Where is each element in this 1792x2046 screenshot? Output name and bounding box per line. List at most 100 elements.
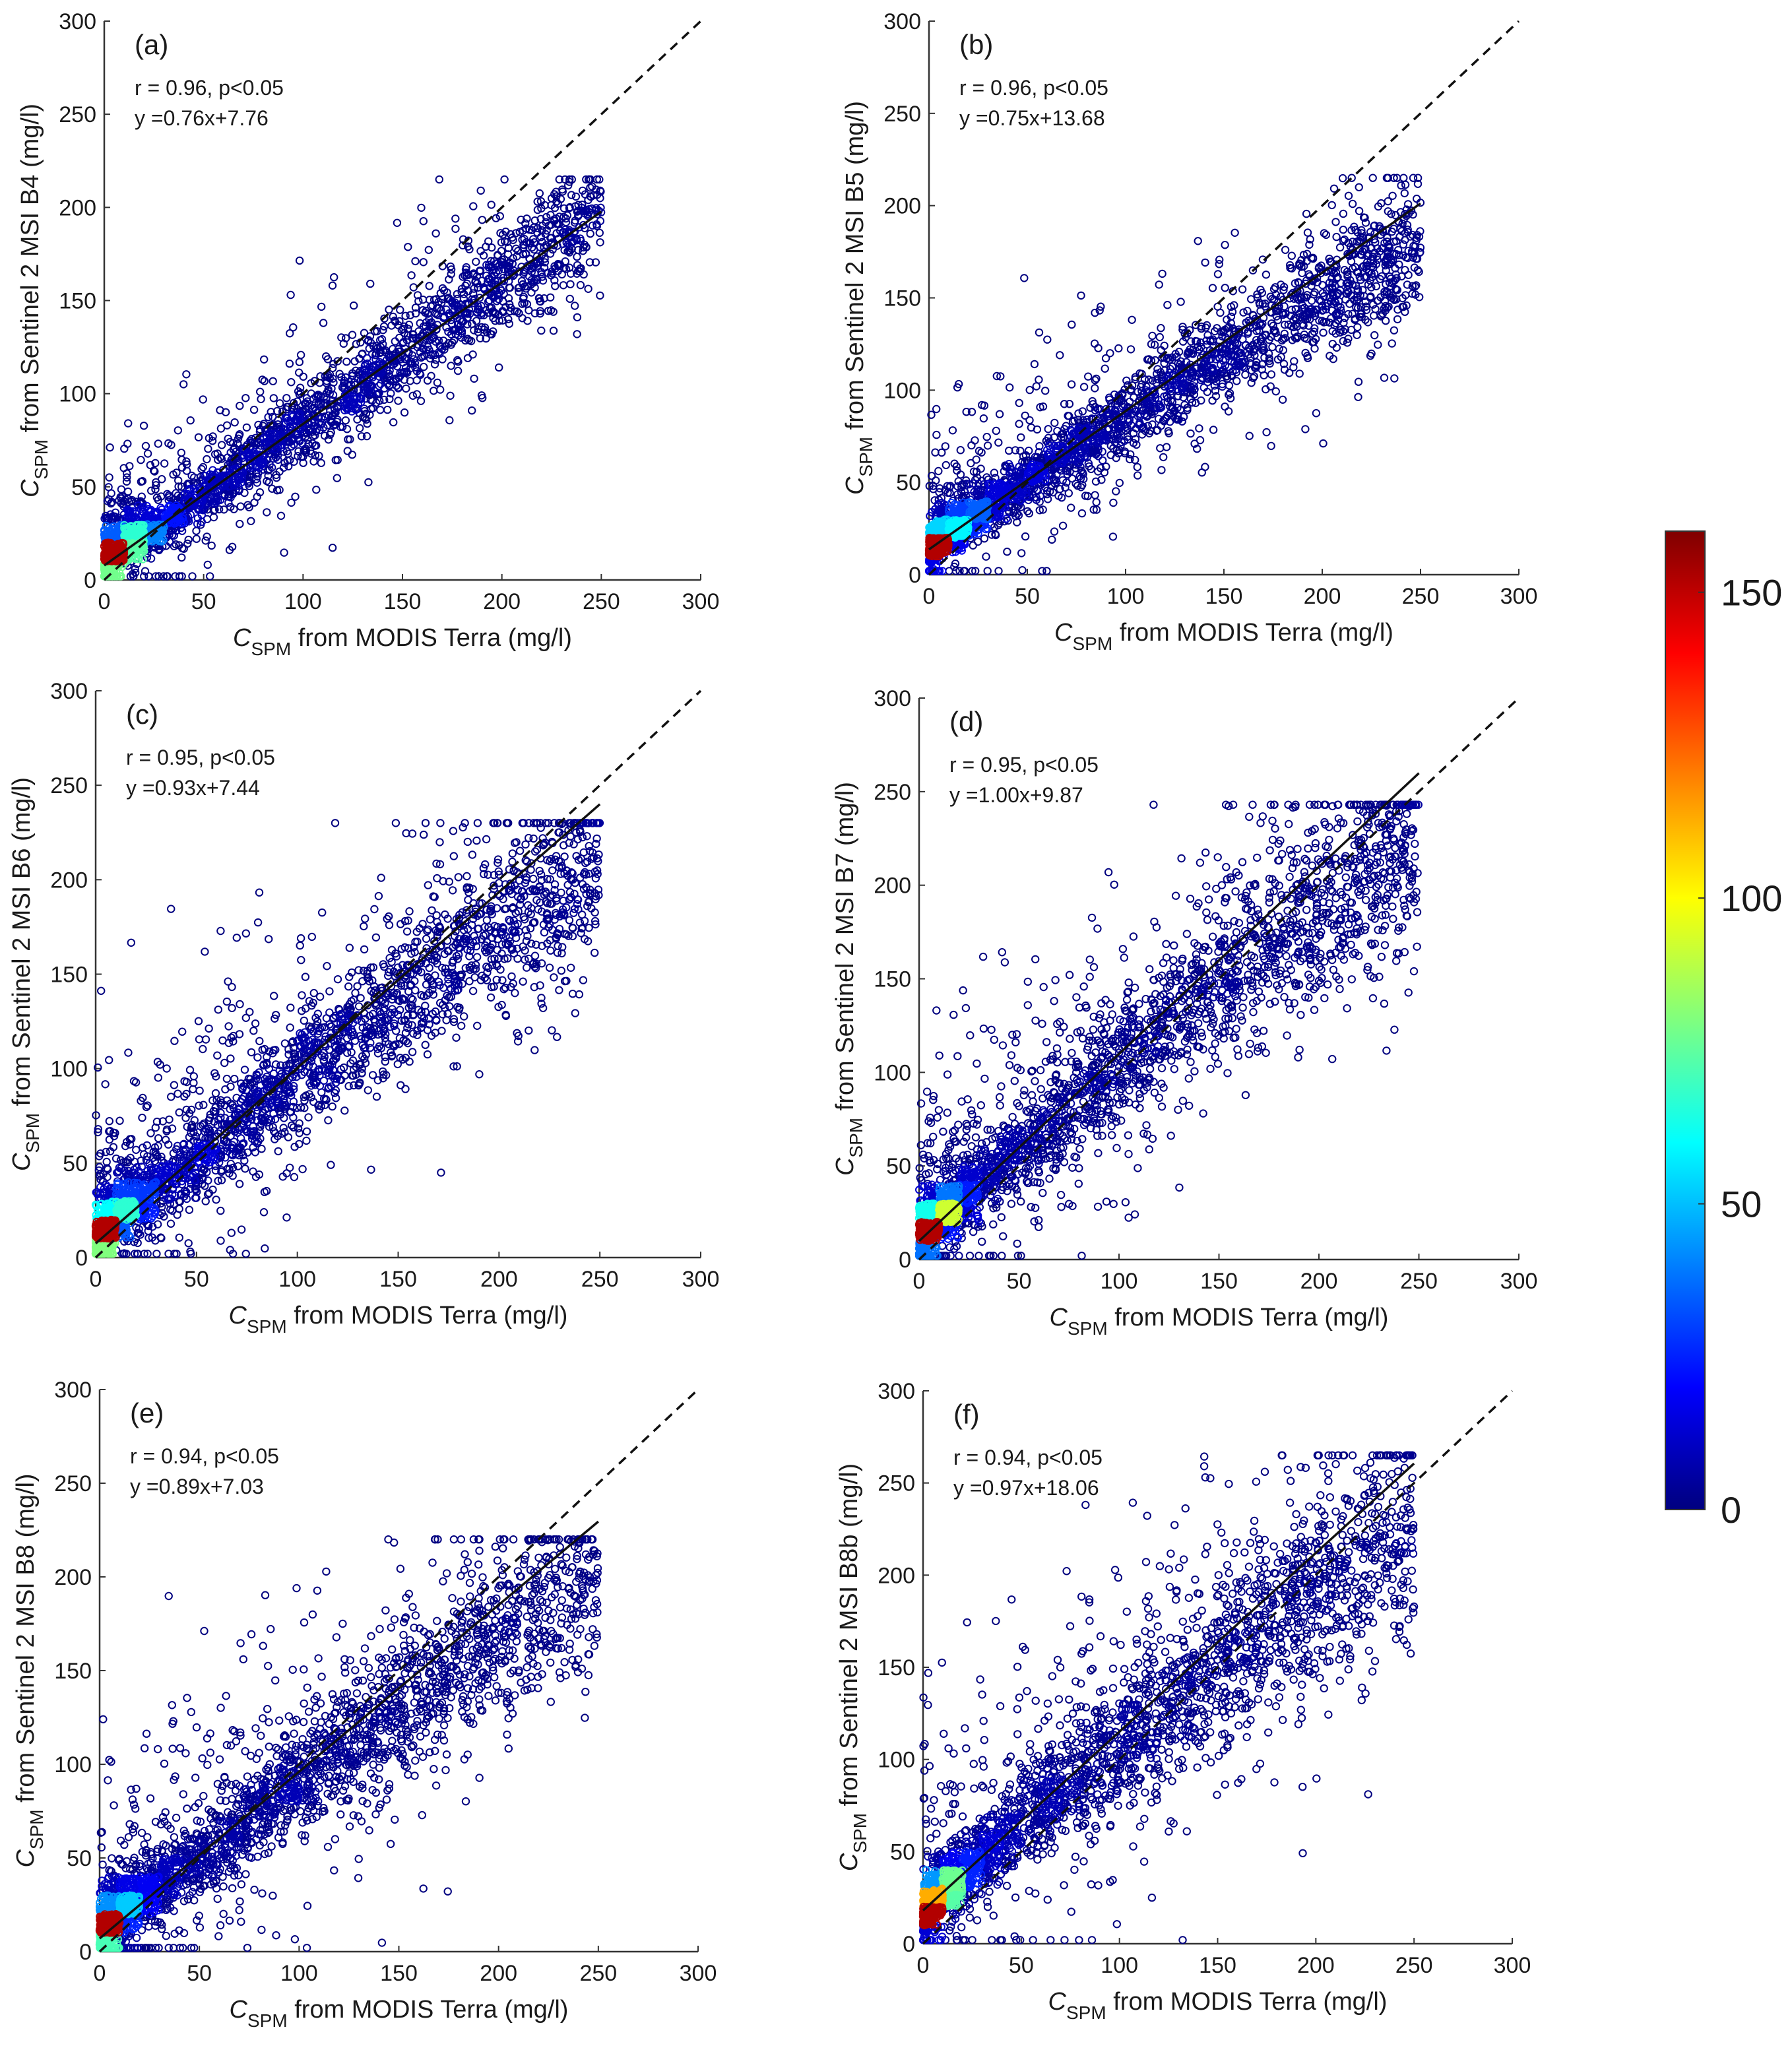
data-point (968, 442, 975, 449)
data-point (573, 331, 580, 337)
x-tick-label: 100 (284, 589, 322, 614)
data-point (596, 239, 603, 245)
data-point (1160, 454, 1167, 461)
data-point (1329, 202, 1335, 208)
data-point (560, 282, 567, 288)
data-point (402, 385, 409, 392)
data-point (266, 479, 272, 486)
data-point (455, 368, 461, 374)
data-point (1201, 259, 1208, 266)
data-point (1187, 430, 1194, 437)
data-point (1296, 370, 1303, 377)
data-point (318, 460, 325, 466)
data-point (1370, 175, 1376, 181)
data-point (292, 494, 298, 500)
data-point (365, 479, 371, 486)
data-point (203, 533, 210, 540)
data-point (420, 259, 427, 265)
data-point (515, 310, 522, 317)
x-tick-label: 50 (1015, 584, 1040, 609)
data-point (1115, 345, 1122, 352)
x-tick-label: 300 (682, 589, 720, 614)
data-point (408, 272, 414, 278)
data-point (320, 319, 327, 326)
data-point (470, 375, 477, 382)
data-point (296, 257, 303, 264)
data-point (1110, 499, 1116, 506)
data-point (344, 447, 351, 454)
data-point (1400, 175, 1407, 181)
x-tick-label: 250 (583, 589, 620, 614)
data-point (257, 396, 264, 402)
data-point (1156, 281, 1163, 288)
data-point (1102, 366, 1108, 372)
data-point (1095, 345, 1101, 352)
data-point (207, 573, 213, 579)
data-point (283, 395, 290, 401)
data-point (587, 230, 594, 237)
data-point (1134, 464, 1141, 470)
data-point (1085, 373, 1091, 380)
data-point (390, 419, 397, 426)
data-point (1021, 274, 1027, 281)
data-point (1042, 387, 1048, 394)
data-point (1123, 377, 1130, 384)
data-point (472, 259, 479, 265)
data-point (205, 561, 211, 568)
data-point (1128, 346, 1134, 352)
data-point (933, 432, 940, 438)
x-axis-label: CSPM from MODIS Terra (mg/l) (233, 624, 572, 659)
data-point (1068, 381, 1075, 387)
data-point (447, 393, 453, 399)
data-point (536, 190, 543, 197)
y-tick-label: 250 (883, 102, 921, 127)
data-point (247, 518, 254, 525)
y-tick-label: 300 (883, 9, 921, 34)
data-point (200, 396, 207, 402)
data-point (1231, 230, 1238, 236)
y-label-symbol: C (16, 479, 44, 497)
data-point (1134, 472, 1141, 478)
data-point (1304, 229, 1311, 236)
data-point (313, 486, 319, 493)
data-point (1225, 408, 1232, 414)
data-point (1079, 408, 1086, 414)
data-point (187, 417, 194, 424)
data-point (1401, 190, 1408, 197)
data-point (957, 447, 964, 453)
scatter-points (926, 175, 1424, 575)
x-tick-label: 200 (1304, 584, 1341, 609)
data-point (498, 247, 505, 254)
data-point (418, 398, 424, 404)
data-point (1340, 210, 1347, 217)
data-point (424, 377, 431, 384)
data-point (298, 352, 304, 358)
data-point (1016, 400, 1023, 406)
fit-line (104, 212, 601, 565)
x-tick-label: 150 (1205, 584, 1243, 609)
data-point (1099, 457, 1106, 464)
data-point (1051, 528, 1058, 534)
y-tick-label: 250 (59, 102, 96, 127)
data-point (224, 422, 230, 429)
data-point (1159, 271, 1165, 277)
data-point (1157, 334, 1163, 340)
data-point (1289, 253, 1295, 259)
data-point (501, 176, 507, 183)
data-point (1031, 361, 1038, 368)
y-tick-label: 150 (883, 286, 921, 311)
data-point (401, 409, 408, 416)
data-point (1149, 421, 1155, 428)
data-point (414, 391, 420, 397)
data-point (1017, 434, 1024, 441)
data-point (1337, 244, 1343, 251)
data-point (395, 397, 401, 404)
data-point (434, 379, 441, 386)
y-tick-label: 50 (896, 470, 921, 496)
data-point (125, 420, 131, 426)
data-point (1077, 292, 1084, 299)
x-tick-label: 200 (483, 589, 521, 614)
